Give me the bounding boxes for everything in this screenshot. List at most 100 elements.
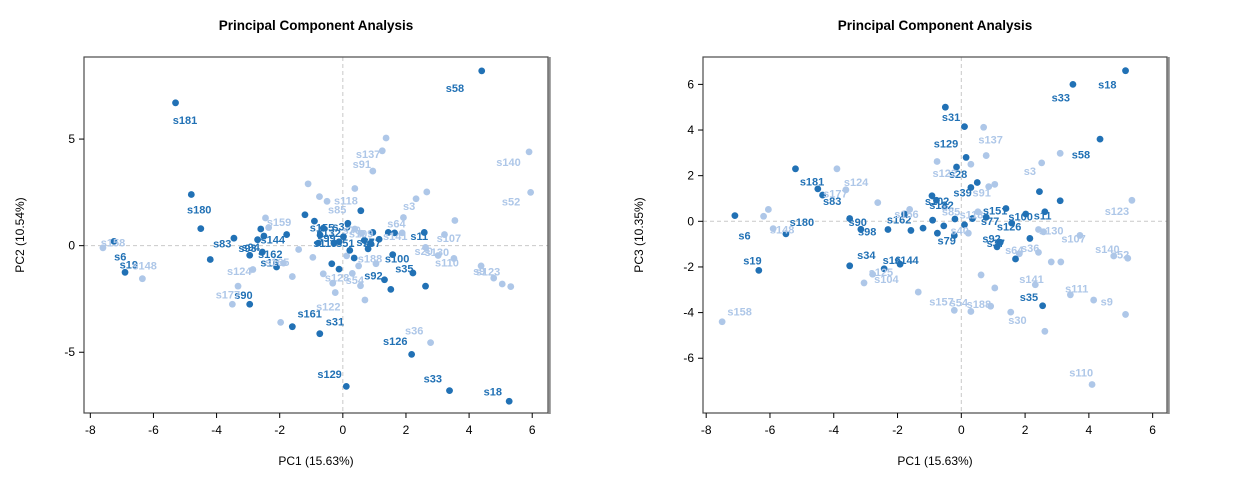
point-label-s129: s129: [317, 369, 341, 381]
data-point-s94: [254, 236, 262, 244]
data-point: [914, 288, 922, 296]
point-label-s118: s118: [334, 195, 358, 207]
data-point-s77: [982, 213, 990, 221]
data-point: [969, 215, 976, 222]
data-point-s144: [896, 260, 904, 268]
data-point-s124: [833, 165, 841, 173]
data-point: [423, 188, 431, 196]
x-axis-tick-label: 4: [466, 423, 473, 437]
data-point: [760, 212, 767, 220]
point-label-s19: s19: [743, 256, 761, 268]
x-axis-tick-label: 6: [1149, 423, 1156, 437]
point-label-s83: s83: [213, 239, 231, 251]
point-label-s93: s93: [238, 243, 256, 255]
data-point: [391, 229, 398, 237]
data-point: [792, 165, 799, 173]
data-point: [330, 239, 338, 247]
data-point: [348, 269, 356, 277]
data-point-s118: [974, 208, 982, 216]
data-point-s91: [369, 167, 377, 175]
data-point-s64: [400, 214, 407, 221]
data-point-s148: [138, 275, 146, 283]
x-axis-title: PC1 (15.63%): [897, 454, 972, 468]
data-point: [283, 231, 291, 238]
data-point-s36: [427, 339, 434, 347]
point-label-s137: s137: [978, 135, 1002, 147]
data-point-s37: [993, 243, 1001, 251]
point-label-s141: s141: [383, 231, 407, 243]
data-point: [369, 229, 377, 236]
data-point: [1056, 197, 1064, 205]
data-point-s158: [718, 318, 726, 326]
point-label-s126: s126: [383, 336, 407, 348]
data-point-s165: [280, 259, 287, 267]
data-point-s130: [1040, 228, 1047, 236]
point-label-s85: s85: [942, 207, 960, 219]
point-label-s125: s125: [869, 267, 893, 279]
data-point-s79: [950, 232, 958, 239]
data-point-s122: [331, 289, 339, 296]
data-point-s148: [769, 225, 777, 233]
data-point-s64: [1015, 250, 1023, 258]
data-point: [1035, 226, 1042, 233]
point-label-s104: s104: [874, 274, 899, 286]
data-point: [335, 265, 343, 273]
data-point-s161: [288, 323, 296, 331]
data-point-s20: [422, 243, 429, 251]
data-point-s99: [316, 231, 324, 239]
data-point-s6: [731, 212, 739, 220]
point-label-s124: s124: [227, 266, 252, 278]
data-point-s110: [450, 255, 458, 262]
data-point-s162: [258, 248, 266, 256]
point-label-s79: s79: [937, 235, 955, 247]
data-point-s107: [441, 231, 448, 238]
point-label-s9: s9: [473, 266, 485, 278]
data-point-s177: [842, 186, 850, 194]
data-point-s156: [906, 206, 914, 213]
data-point-s129: [962, 154, 970, 161]
data-point: [907, 227, 915, 234]
point-label-s28: s28: [949, 169, 967, 181]
data-point: [451, 217, 459, 224]
x-axis-tick-label: -6: [765, 423, 776, 437]
data-point-s57: [367, 239, 375, 247]
point-label-s107: s107: [437, 233, 461, 245]
data-point: [375, 235, 383, 243]
data-point: [301, 211, 309, 219]
x-axis-tick-label: 0: [958, 423, 965, 437]
x-axis-tick-label: -6: [148, 423, 159, 437]
point-label-s126: s126: [997, 221, 1021, 233]
point-label-s58: s58: [1072, 150, 1090, 162]
data-point: [340, 233, 347, 241]
data-point-s3: [412, 195, 420, 203]
data-point-s31: [961, 123, 968, 131]
data-point: [1026, 235, 1034, 242]
data-point-s18: [1122, 67, 1129, 75]
point-label-s11: s11: [410, 231, 428, 243]
data-point-s180: [782, 230, 790, 238]
data-point: [355, 262, 363, 270]
data-point: [361, 296, 369, 304]
data-point: [1056, 149, 1064, 157]
data-point-s36: [1035, 248, 1042, 256]
data-point-s140: [1110, 252, 1118, 260]
data-point: [991, 180, 999, 188]
point-label-s148: s148: [770, 225, 794, 237]
point-label-s33: s33: [424, 373, 442, 385]
y-axis-tick-label: -5: [64, 345, 75, 359]
point-label-s36: s36: [405, 326, 423, 338]
plot-box: [83, 56, 549, 414]
pca-plot-pc1-pc2: Principal Component Analysis -8 -6 -4 -2 0 2 4 6…: [13, 18, 551, 468]
point-label-s77: s77: [981, 216, 999, 228]
data-point-s141: [1031, 281, 1039, 289]
data-point-s92: [381, 276, 388, 284]
data-point-s11: [420, 229, 428, 236]
data-point-s111: [1066, 291, 1074, 299]
data-point-s11: [1041, 208, 1049, 216]
data-point: [316, 193, 323, 201]
data-point-s144: [260, 232, 268, 240]
pca-panel-pc1-pc3: Principal Component Analysis -8 -6 -4 -2 0 2 4 6…: [619, 0, 1238, 500]
point-label-s162: s162: [258, 249, 282, 261]
point-label-s51: s51: [336, 238, 354, 250]
data-point: [498, 280, 506, 288]
